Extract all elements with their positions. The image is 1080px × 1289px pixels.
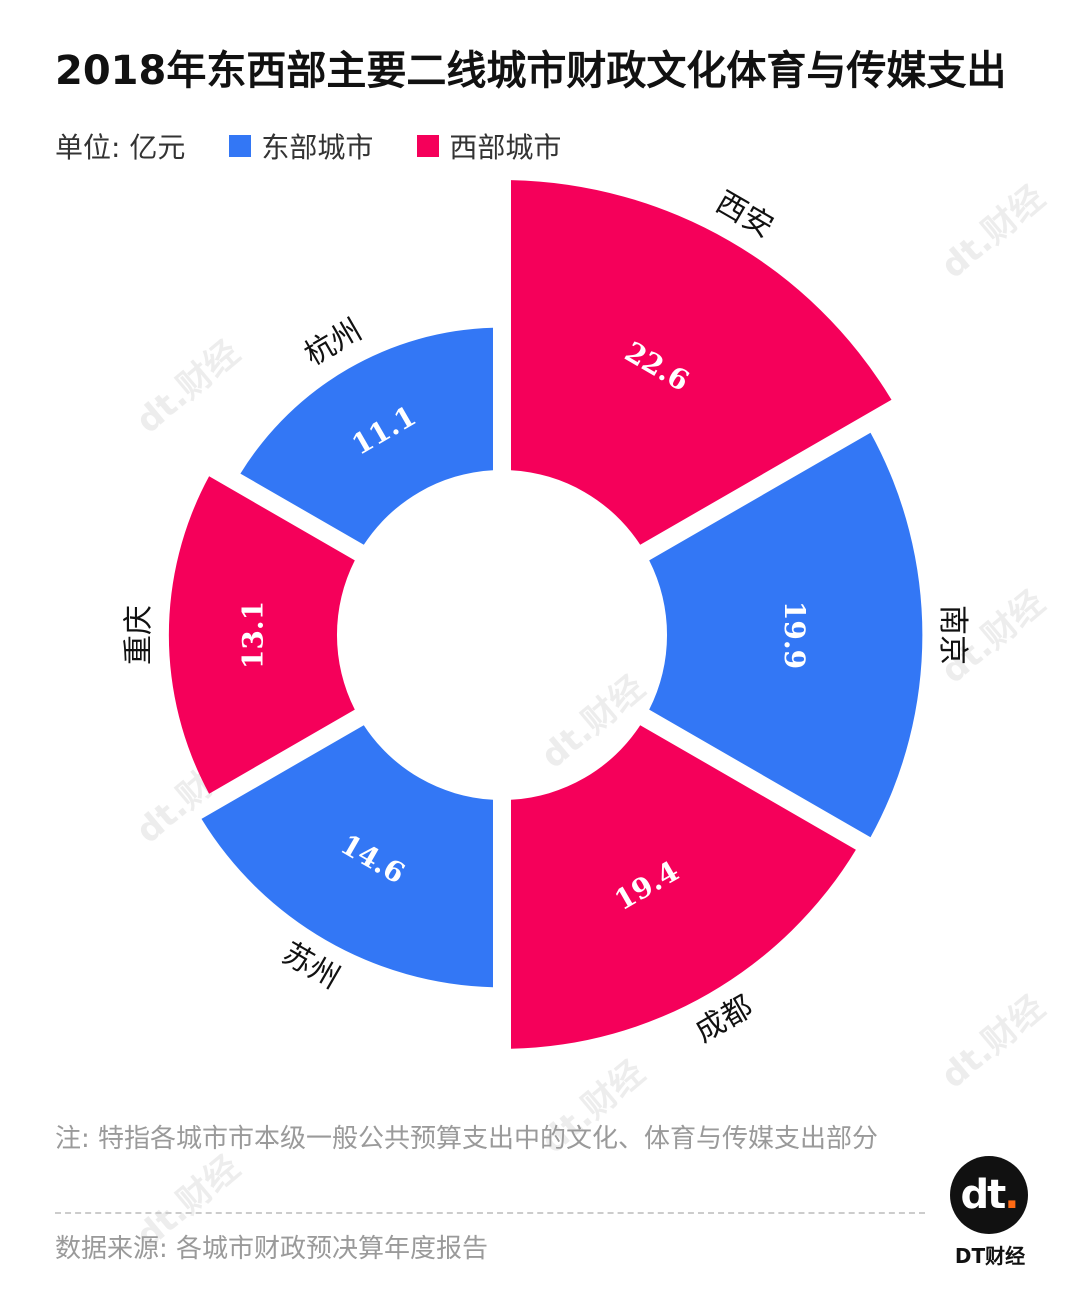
brand-logo: dt. (950, 1156, 1028, 1234)
logo-dot: . (1004, 1172, 1019, 1218)
footnote: 注: 特指各城市市本级一般公共预算支出中的文化、体育与传媒支出部分 (55, 1124, 879, 1154)
data-label-南京: 19.9 (778, 601, 811, 669)
legend-row: 单位: 亿元 东部城市 西部城市 (55, 126, 605, 166)
chart-title: 2018年东西部主要二线城市财政文化体育与传媒支出 (55, 48, 1007, 94)
chart-sector-南京 (649, 432, 923, 838)
legend-swatch-east (229, 135, 252, 157)
category-label-重庆: 重庆 (121, 605, 156, 665)
category-label-南京: 南京 (935, 605, 970, 665)
legend-swatch-west (417, 135, 440, 157)
data-source: 数据来源: 各城市财政预决算年度报告 (55, 1234, 489, 1264)
chart-sector-杭州 (240, 327, 493, 545)
legend-item-west: 西部城市 (417, 126, 561, 166)
chart-sector-苏州 (201, 725, 493, 988)
legend-item-east: 东部城市 (229, 126, 373, 166)
chart-sector-西安 (511, 180, 892, 545)
chart-sector-成都 (511, 725, 856, 1049)
legend-label-west: 西部城市 (449, 131, 562, 164)
data-label-重庆: 13.1 (237, 601, 270, 669)
chart-sector-重庆 (168, 476, 355, 794)
divider (55, 1212, 925, 1214)
logo-mark: dt (960, 1172, 1007, 1218)
unit-label: 单位: 亿元 (55, 131, 186, 164)
brand-name: DT财经 (954, 1244, 1026, 1268)
legend-label-east: 东部城市 (261, 131, 374, 164)
